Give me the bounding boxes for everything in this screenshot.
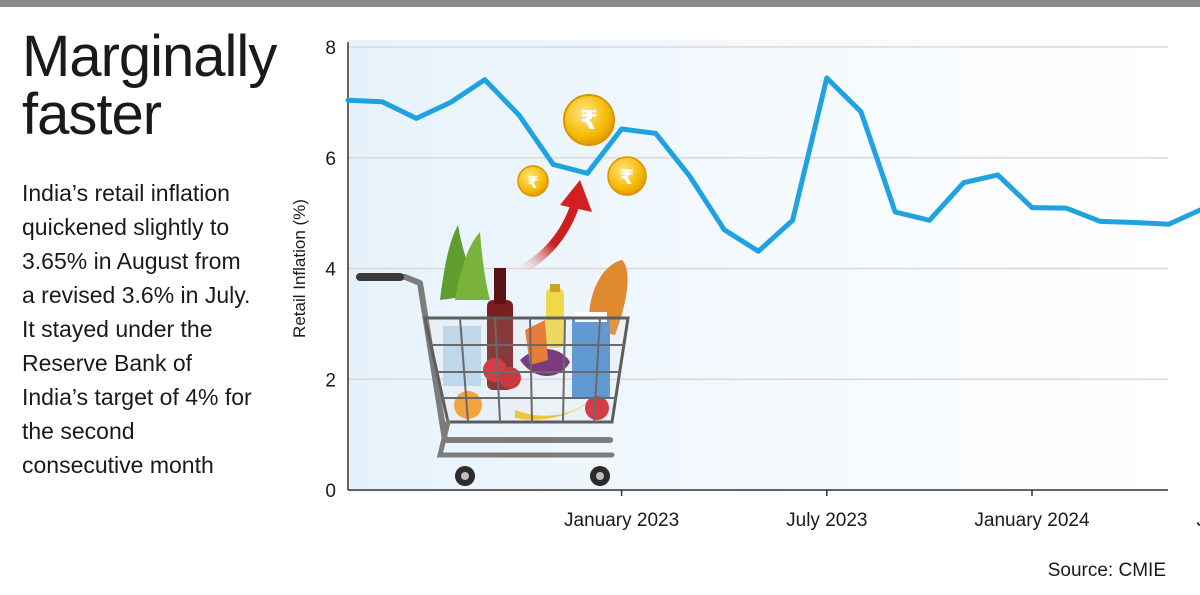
data-point bbox=[1064, 205, 1069, 211]
data-point bbox=[380, 99, 385, 105]
data-point bbox=[756, 249, 761, 254]
grid-lines bbox=[348, 46, 1168, 380]
y-tick-label: 0 bbox=[325, 481, 336, 502]
shopping-cart-illustration bbox=[356, 180, 630, 486]
x-tick-label: July 2024 bbox=[1197, 510, 1200, 531]
y-axis-label: Retail Inflation (%) bbox=[290, 199, 309, 338]
data-point bbox=[1132, 220, 1137, 225]
data-point bbox=[414, 116, 419, 121]
y-tick-label: 4 bbox=[325, 260, 336, 281]
data-point bbox=[927, 218, 932, 223]
data-point bbox=[516, 112, 522, 118]
data-point bbox=[1098, 219, 1103, 224]
series-line-group bbox=[345, 75, 1200, 254]
data-point bbox=[1166, 222, 1172, 227]
data-point bbox=[722, 227, 727, 232]
y-tick-label: 2 bbox=[325, 370, 336, 391]
headline-description: India’s retail inflation quickened sligh… bbox=[22, 180, 252, 478]
chart-labels: 0 2 4 6 8 January 2023 July 2023 January 2024 Ju… bbox=[290, 38, 1200, 531]
x-tick-label: July 2023 bbox=[786, 510, 867, 531]
data-point bbox=[961, 180, 966, 185]
data-point bbox=[824, 75, 829, 81]
series-line bbox=[345, 75, 1200, 254]
headline-title: Marginally faster bbox=[22, 24, 277, 147]
y-tick-label: 6 bbox=[325, 149, 336, 170]
data-point bbox=[585, 171, 590, 176]
svg-text:₹: ₹ bbox=[527, 173, 538, 192]
data-point bbox=[551, 162, 556, 167]
x-tick-label: January 2023 bbox=[564, 510, 679, 531]
data-point bbox=[1029, 205, 1035, 210]
data-point bbox=[345, 98, 351, 103]
data-point bbox=[858, 109, 864, 115]
data-point bbox=[893, 209, 898, 215]
source-note: Source: CMIE bbox=[1047, 560, 1166, 581]
data-point bbox=[687, 174, 693, 179]
x-tick-label: January 2024 bbox=[974, 510, 1090, 531]
rupee-coin-icon: ₹ ₹ ₹ bbox=[517, 94, 647, 197]
data-point bbox=[482, 77, 487, 82]
svg-text:₹: ₹ bbox=[620, 165, 634, 189]
top-rule bbox=[0, 0, 1200, 7]
data-point bbox=[448, 100, 453, 105]
y-tick-label: 8 bbox=[325, 38, 336, 59]
data-point bbox=[995, 172, 1000, 178]
data-point bbox=[619, 126, 624, 132]
data-point bbox=[653, 131, 658, 136]
svg-text:₹: ₹ bbox=[580, 106, 598, 136]
plot-background bbox=[348, 40, 1168, 492]
data-point bbox=[790, 218, 795, 223]
axes bbox=[347, 42, 1168, 496]
